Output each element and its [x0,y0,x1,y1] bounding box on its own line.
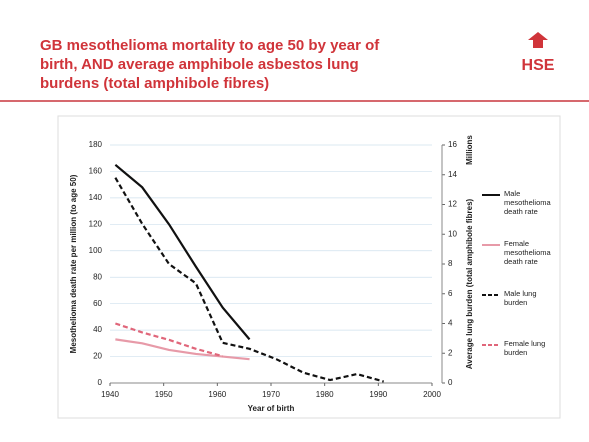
x-tick-label: 2000 [423,390,441,399]
y2-tick-label: 16 [448,140,457,149]
y-tick-label: 160 [89,167,103,176]
x-tick-label: 1970 [262,390,280,399]
y-tick-label: 180 [89,140,103,149]
x-axis-label: Year of birth [248,404,295,413]
y-axis-label: Mesothelioma death rate per million (to … [69,174,78,353]
legend-label: Female lung burden [504,339,546,357]
chart-frame [57,115,561,419]
y2-tick-label: 4 [448,319,453,328]
legend-item: Female mesothelioma death rate [504,239,551,266]
x-tick-label: 1990 [369,390,387,399]
y2-tick-label: 6 [448,289,453,298]
y2-unit: Millions [465,135,474,165]
series-line [114,163,251,341]
y-tick-label: 40 [93,325,102,334]
y2-tick-label: 8 [448,259,453,268]
y-tick-label: 120 [89,219,103,228]
x-tick-label: 1980 [316,390,334,399]
y2-tick-label: 10 [448,229,457,238]
y2-tick-label: 14 [448,170,457,179]
title-line: GB mesothelioma mortality to age 50 by y… [40,37,380,54]
legend-label: Female mesothelioma death rate [504,239,551,266]
x-tick-label: 1940 [101,390,119,399]
y-tick-label: 80 [93,272,102,281]
y-tick-label: 0 [98,378,103,387]
x-tick-label: 1950 [155,390,173,399]
logo: HSE [522,57,555,74]
legend-item: Male mesothelioma death rate [504,189,551,216]
series-line [115,322,223,358]
y2-axis-label: Average lung burden (total amphibole fib… [465,198,474,369]
legend-item: Male lung burden [504,289,537,307]
legend-label: Male mesothelioma death rate [504,189,551,216]
legend-item: Female lung burden [504,339,546,357]
y2-tick-label: 0 [448,378,453,387]
series-line [114,177,384,383]
title-line: burdens (total amphibole fibres) [40,75,269,92]
title-line: birth, AND average amphibole asbestos lu… [40,56,359,73]
y-tick-label: 60 [93,299,102,308]
y2-tick-label: 12 [448,200,457,209]
series-line [115,338,250,361]
legend-label: Male lung burden [504,289,537,307]
x-tick-label: 1960 [208,390,226,399]
y-tick-label: 140 [89,193,103,202]
y-tick-label: 100 [89,246,103,255]
y2-tick-label: 2 [448,348,453,357]
logo-icon [528,32,548,48]
y-tick-label: 20 [93,352,102,361]
